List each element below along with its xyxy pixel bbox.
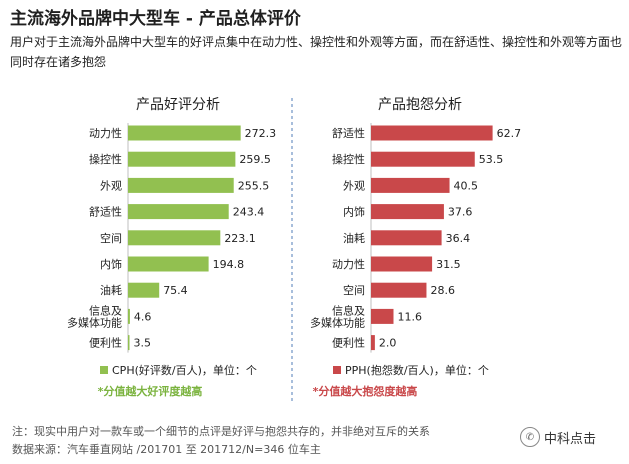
- data-label: 75.4: [163, 284, 188, 297]
- bar-negative: [371, 125, 493, 141]
- category-label: 外观: [343, 179, 365, 192]
- category-label: 舒适性: [332, 126, 365, 140]
- brand-logo: ✆ 中科点击: [520, 427, 596, 447]
- bar-positive: [128, 335, 130, 351]
- category-label: 多媒体功能: [67, 315, 122, 329]
- data-label: 4.6: [134, 310, 152, 323]
- category-label: 操控性: [332, 152, 365, 166]
- chart-note-negative: *分值越大抱怨度越高: [313, 384, 418, 398]
- bar-positive: [128, 256, 209, 272]
- category-label: 多媒体功能: [310, 315, 365, 329]
- chart-note-positive: *分值越大好评度越高: [98, 384, 203, 398]
- category-label: 舒适性: [89, 205, 122, 219]
- legend-swatch-negative: [333, 366, 341, 374]
- data-label: 272.3: [245, 127, 276, 140]
- bar-positive: [128, 282, 160, 298]
- bar-negative: [371, 308, 394, 324]
- page-title: 主流海外品牌中大型车 - 产品总体评价: [10, 9, 301, 29]
- bar-negative: [371, 204, 444, 220]
- data-label: 31.5: [436, 258, 461, 271]
- data-label: 194.8: [213, 258, 245, 271]
- category-label: 外观: [100, 179, 122, 192]
- bar-negative: [371, 151, 475, 167]
- data-label: 11.6: [397, 310, 422, 323]
- legend-swatch-positive: [100, 366, 108, 374]
- category-label: 信息及: [332, 303, 365, 317]
- data-label: 37.6: [448, 206, 473, 219]
- bar-positive: [128, 230, 221, 246]
- bar-positive: [128, 177, 234, 193]
- bar-positive: [128, 151, 236, 167]
- bar-positive: [128, 308, 130, 324]
- data-label: 36.4: [446, 232, 471, 245]
- category-label: 便利性: [332, 336, 365, 350]
- data-label: 2.0: [379, 337, 397, 350]
- legend-label-positive: CPH(好评数/百人)，单位：个: [112, 363, 257, 377]
- bar-negative: [371, 256, 433, 272]
- category-label: 空间: [343, 283, 365, 297]
- data-label: 223.1: [224, 232, 256, 245]
- bar-negative: [371, 282, 427, 298]
- category-label: 信息及: [89, 303, 122, 317]
- category-label: 动力性: [332, 257, 365, 271]
- data-label: 255.5: [238, 179, 269, 192]
- data-label: 40.5: [454, 179, 479, 192]
- chart-title-positive: 产品好评分析: [136, 97, 220, 113]
- data-label: 259.5: [239, 153, 271, 166]
- category-label: 操控性: [89, 152, 122, 166]
- category-label: 内饰: [100, 257, 122, 271]
- data-label: 243.4: [233, 206, 264, 219]
- brand-name: 中科点击: [544, 431, 597, 447]
- bar-negative: [371, 230, 442, 246]
- data-label: 3.5: [134, 337, 152, 350]
- bar-negative: [371, 335, 375, 351]
- data-label: 53.5: [479, 153, 504, 166]
- bar-positive: [128, 204, 229, 220]
- bar-negative: [371, 177, 450, 193]
- data-label: 62.7: [497, 127, 521, 140]
- page-subtitle: 用户对于主流海外品牌中大型车的好评点集中在动力性、操控性和外观等方面，而在舒适性…: [10, 35, 623, 69]
- bar-positive: [128, 125, 241, 141]
- wechat-icon: ✆: [520, 427, 540, 447]
- chart-title-negative: 产品抱怨分析: [378, 97, 462, 113]
- legend-label-negative: PPH(抱怨数/百人)，单位：个: [345, 363, 489, 377]
- category-label: 油耗: [343, 231, 365, 245]
- category-label: 油耗: [100, 283, 122, 297]
- data-source: 数据来源：汽车垂直网站 /201701 至 201712/N=346 位车主: [12, 443, 321, 456]
- category-label: 便利性: [89, 336, 122, 350]
- category-label: 动力性: [89, 126, 122, 140]
- footnote: 注：现实中用户对一款车或一个细节的点评是好评与抱怨共存的，并非绝对互斥的关系: [12, 425, 430, 438]
- data-label: 28.6: [430, 284, 455, 297]
- category-label: 空间: [100, 231, 122, 245]
- category-label: 内饰: [343, 205, 365, 219]
